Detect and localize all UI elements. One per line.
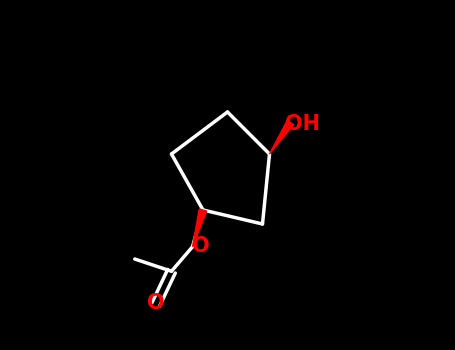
Text: O: O xyxy=(192,236,210,256)
Text: O: O xyxy=(147,293,165,313)
Polygon shape xyxy=(269,120,294,154)
Polygon shape xyxy=(192,209,207,247)
Text: OH: OH xyxy=(285,114,320,134)
